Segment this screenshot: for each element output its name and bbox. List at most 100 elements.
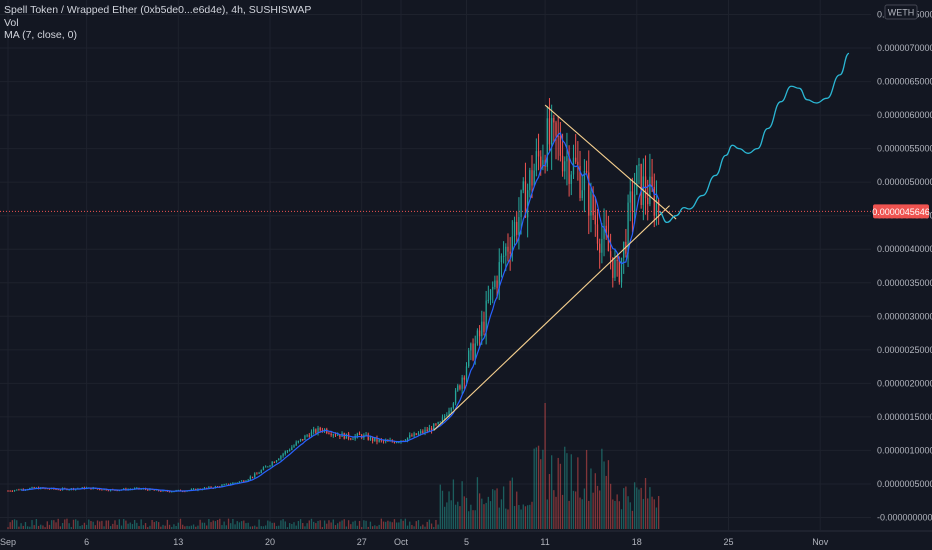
candle-body [352,438,354,440]
candle-body [116,490,118,492]
y-tick-label: 0.0000025000 [877,345,932,355]
candle-body [382,440,385,442]
volume-bar [94,525,96,529]
volume-bar [454,504,457,529]
volume-bar [24,522,27,529]
currency-badge-box[interactable] [884,4,918,20]
volume-bar [478,493,481,529]
volume-bar [616,494,618,529]
volume-bar [227,518,230,529]
volume-bar [188,526,190,529]
volume-bar [489,501,492,529]
volume-bar [365,520,367,529]
candle-body [295,442,297,446]
volume-bar [171,527,173,529]
volume-bar [339,521,341,529]
y-tick-label: 0.0000030000 [877,311,932,321]
y-tick-label: 0.0000020000 [877,378,932,388]
candle-body [459,385,461,389]
volume-label[interactable]: Vol [4,16,19,29]
volume-bar [304,526,306,529]
candle-body [478,330,481,337]
candle-body [596,224,599,244]
candle-body [419,431,422,434]
volume-bar [306,523,308,529]
volume-bar [225,525,227,529]
volume-bar [92,521,94,529]
volume-bar [299,519,302,529]
candle-body [568,155,570,184]
volume-bar [79,525,81,529]
volume-bar [452,479,455,529]
candle-body [599,243,601,253]
y-tick-label: 0.0000055000 [877,144,932,154]
candle-body [328,433,330,435]
volume-bar [358,520,361,529]
candle-body [614,259,616,278]
volume-bar [70,527,72,529]
volume-bar [334,525,337,529]
volume-bar [66,518,68,529]
candle-body [411,435,413,437]
volume-bar [638,489,640,529]
volume-bar [402,520,404,529]
volume-bar [112,523,114,529]
candle-body [653,186,655,216]
candle-body [437,422,439,425]
candle-body [542,160,544,167]
volume-bar [657,496,660,529]
volume-bar [127,523,129,529]
volume-bar [459,506,461,529]
candle-body [280,455,282,459]
volume-bar [581,499,583,529]
volume-bar [468,511,470,529]
volume-bar [37,525,40,529]
y-tick-label: 0.0000070000 [877,43,932,53]
volume-bar [175,525,177,529]
volume-bar [341,520,343,529]
candle-body [238,481,241,483]
candle-body [607,235,610,252]
volume-bar [496,488,498,529]
volume-bar [203,522,206,529]
candle-body [234,482,236,484]
y-tick-label: 0.0000010000 [877,445,932,455]
candle-body [376,437,378,442]
candle-body [190,489,193,491]
candle-body [393,441,396,443]
trendline[interactable] [544,104,677,220]
x-tick-label: 27 [357,537,367,547]
candle-body [334,434,337,436]
volume-bar [313,521,315,529]
candle-body [441,417,444,422]
volume-bar [644,477,647,529]
symbol-title[interactable]: Spell Token / Wrapped Ether (0xb5de0...e… [4,4,312,16]
candle-body [136,487,138,489]
candle-body [463,377,465,380]
volume-bar [129,522,131,529]
candle-body [452,403,455,408]
candle-body [284,451,286,454]
volume-bar [286,527,289,529]
volume-bar [568,500,570,529]
trendline[interactable] [433,205,670,431]
candle-body [57,489,59,491]
candle-body [537,151,540,157]
volume-bar [629,502,631,529]
price-axis[interactable]: 0.00000750000.00000700000.00000650000.00… [877,10,932,523]
candle-body [472,343,474,360]
volume-bar [267,520,269,529]
ma-label[interactable]: MA (7, close, 0) [4,29,77,41]
volume-bar [232,518,234,529]
candle-body [330,433,332,436]
time-axis[interactable]: Sep 6 13 20 27 Oct 5 11 18 25 Nov [0,530,932,547]
candle-body [500,255,503,263]
candle-body [313,429,315,432]
y-tick-label: 0.0000040000 [877,244,932,254]
volume-bar [105,520,107,529]
projection-line[interactable] [658,52,850,224]
x-tick-label: 18 [632,537,642,547]
projection-path [658,52,850,224]
y-tick-label: 0.0000050000 [877,177,932,187]
